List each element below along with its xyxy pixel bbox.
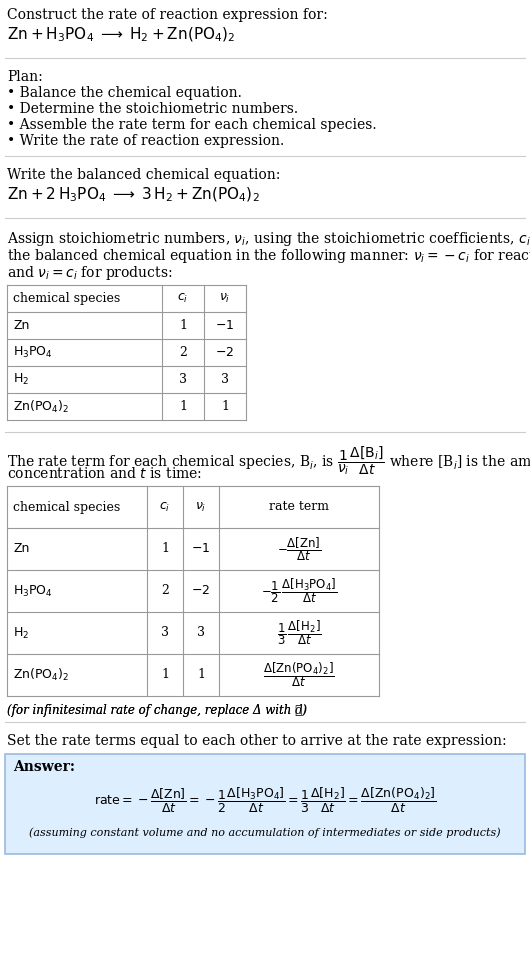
Text: H$_3$PO$_4$: H$_3$PO$_4$: [13, 584, 53, 598]
Text: $-2$: $-2$: [191, 585, 210, 597]
Text: $\dfrac{1}{3}\,\dfrac{\Delta[\mathrm{H_2}]}{\Delta t}$: $\dfrac{1}{3}\,\dfrac{\Delta[\mathrm{H_2…: [277, 619, 321, 647]
Text: $-\dfrac{1}{2}\,\dfrac{\Delta[\mathrm{H_3PO_4}]}{\Delta t}$: $-\dfrac{1}{2}\,\dfrac{\Delta[\mathrm{H_…: [261, 577, 337, 605]
Text: Zn(PO$_4$)$_2$: Zn(PO$_4$)$_2$: [13, 398, 69, 415]
Text: (assuming constant volume and no accumulation of intermediates or side products): (assuming constant volume and no accumul…: [29, 827, 501, 837]
Text: $c_i$: $c_i$: [178, 292, 189, 305]
Text: concentration and $t$ is time:: concentration and $t$ is time:: [7, 466, 202, 481]
Text: $\mathrm{Zn + 2\,H_3PO_4 \;\longrightarrow\; 3\,H_2 + Zn(PO_4)_2}$: $\mathrm{Zn + 2\,H_3PO_4 \;\longrightarr…: [7, 186, 260, 204]
Text: H$_3$PO$_4$: H$_3$PO$_4$: [13, 345, 53, 360]
FancyBboxPatch shape: [5, 754, 525, 854]
Text: • Write the rate of reaction expression.: • Write the rate of reaction expression.: [7, 134, 284, 148]
Text: The rate term for each chemical species, B$_i$, is $\dfrac{1}{\nu_i}\dfrac{\Delt: The rate term for each chemical species,…: [7, 444, 530, 476]
Text: $-1$: $-1$: [191, 543, 210, 555]
Text: 1: 1: [179, 319, 187, 332]
Text: $c_i$: $c_i$: [160, 501, 171, 513]
Text: 3: 3: [197, 627, 205, 639]
Text: Answer:: Answer:: [13, 760, 75, 774]
Text: $\nu_i$: $\nu_i$: [219, 292, 231, 305]
Text: $-2$: $-2$: [216, 346, 235, 359]
Text: $\mathrm{rate} = -\dfrac{\Delta[\mathrm{Zn}]}{\Delta t} = -\dfrac{1}{2}\dfrac{\D: $\mathrm{rate} = -\dfrac{\Delta[\mathrm{…: [94, 786, 436, 815]
Text: H$_2$: H$_2$: [13, 626, 29, 640]
Text: Construct the rate of reaction expression for:: Construct the rate of reaction expressio…: [7, 8, 328, 22]
Text: 1: 1: [197, 669, 205, 681]
Text: • Determine the stoichiometric numbers.: • Determine the stoichiometric numbers.: [7, 102, 298, 116]
Text: 2: 2: [161, 585, 169, 597]
Text: (for infinitesimal rate of change, replace Δ with ℹ): (for infinitesimal rate of change, repla…: [7, 704, 307, 717]
Text: 3: 3: [179, 373, 187, 386]
Text: 1: 1: [179, 400, 187, 413]
Text: Zn: Zn: [13, 319, 29, 332]
Text: Set the rate terms equal to each other to arrive at the rate expression:: Set the rate terms equal to each other t…: [7, 734, 507, 748]
Text: 1: 1: [221, 400, 229, 413]
Text: rate term: rate term: [269, 501, 329, 513]
Text: chemical species: chemical species: [13, 501, 120, 513]
Text: chemical species: chemical species: [13, 292, 120, 305]
Text: the balanced chemical equation in the following manner: $\nu_i = -c_i$ for react: the balanced chemical equation in the fo…: [7, 247, 530, 265]
Text: Zn: Zn: [13, 543, 29, 555]
Text: $-1$: $-1$: [215, 319, 235, 332]
Text: • Balance the chemical equation.: • Balance the chemical equation.: [7, 86, 242, 100]
Text: 3: 3: [221, 373, 229, 386]
Text: 1: 1: [161, 669, 169, 681]
Text: Plan:: Plan:: [7, 70, 43, 84]
Text: (for infinitesimal rate of change, replace Δ with d): (for infinitesimal rate of change, repla…: [7, 704, 307, 717]
Text: $\mathrm{Zn + H_3PO_4 \;\longrightarrow\; H_2 + Zn(PO_4)_2}$: $\mathrm{Zn + H_3PO_4 \;\longrightarrow\…: [7, 26, 235, 44]
Text: H$_2$: H$_2$: [13, 372, 29, 387]
Text: 2: 2: [179, 346, 187, 359]
Text: • Assemble the rate term for each chemical species.: • Assemble the rate term for each chemic…: [7, 118, 377, 132]
Text: Write the balanced chemical equation:: Write the balanced chemical equation:: [7, 168, 280, 182]
Text: 1: 1: [161, 543, 169, 555]
Text: 3: 3: [161, 627, 169, 639]
Text: $-\dfrac{\Delta[\mathrm{Zn}]}{\Delta t}$: $-\dfrac{\Delta[\mathrm{Zn}]}{\Delta t}$: [277, 535, 321, 563]
Text: and $\nu_i = c_i$ for products:: and $\nu_i = c_i$ for products:: [7, 264, 172, 282]
Text: Assign stoichiometric numbers, $\nu_i$, using the stoichiometric coefficients, $: Assign stoichiometric numbers, $\nu_i$, …: [7, 230, 530, 248]
Text: Zn(PO$_4$)$_2$: Zn(PO$_4$)$_2$: [13, 667, 69, 683]
Text: $\nu_i$: $\nu_i$: [196, 501, 207, 513]
Text: $\dfrac{\Delta[\mathrm{Zn(PO_4)_2}]}{\Delta t}$: $\dfrac{\Delta[\mathrm{Zn(PO_4)_2}]}{\De…: [263, 661, 335, 689]
